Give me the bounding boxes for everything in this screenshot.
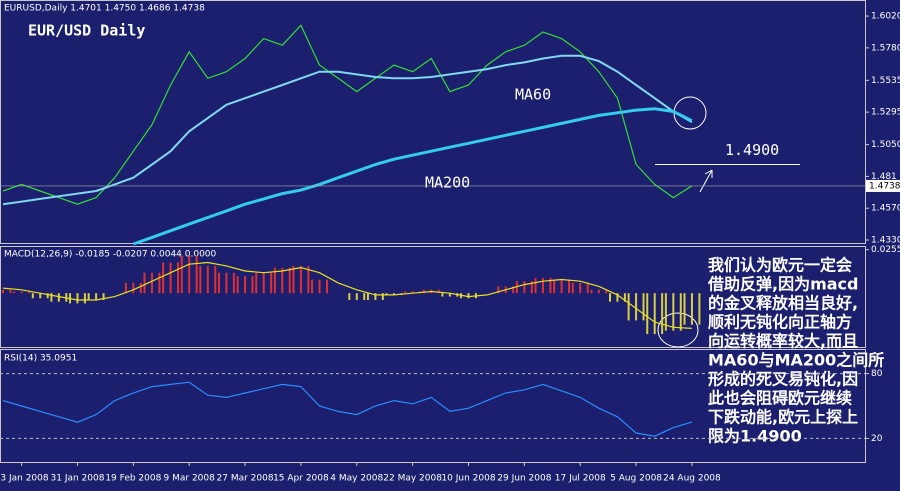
series-line	[2, 381, 693, 437]
commentary-line: 形成的死叉易钝化,因	[708, 370, 858, 389]
x-tick-label: 22 May 2008	[383, 474, 442, 484]
series-line	[132, 107, 693, 246]
x-tick-label: 29 Jun 2008	[497, 474, 551, 484]
series-line	[2, 54, 693, 206]
x-tick-label: 31 Jan 2008	[51, 474, 105, 484]
y-tick-label: 20	[871, 434, 883, 444]
panel-frames	[0, 0, 866, 463]
price-header: EURUSD,Daily 1.4701 1.4750 1.4686 1.4738	[4, 4, 205, 14]
x-tick-label: 27 Mar 2008	[217, 474, 274, 484]
series-line	[2, 24, 693, 205]
y-tick-label: 1.5050	[871, 140, 900, 150]
last-price-box	[866, 179, 900, 192]
commentary-line: 借助反弹,因为macd	[707, 275, 859, 294]
series-line	[2, 261, 692, 329]
commentary: 我们认为欧元一定会借助反弹,因为macd的金叉释放相当良好,顺利无钝化向正轴方向…	[707, 256, 884, 446]
y-tick-label: 1.5295	[871, 108, 900, 118]
target-label: 1.4900	[725, 141, 779, 159]
chart-title: EUR/USD Daily	[28, 22, 145, 40]
y-tick-label: 1.5535	[871, 76, 900, 86]
rsi-header: RSI(14) 35.0951	[4, 354, 77, 364]
commentary-line: MA60与MA200之间所	[708, 351, 884, 370]
commentary-line: 我们认为欧元一定会	[708, 256, 852, 275]
x-tick-label: 19 Feb 2008	[105, 474, 161, 484]
last-price-label: 1.4738	[869, 181, 900, 191]
y-tick-label: 1.6020	[871, 12, 900, 22]
commentary-line: 向运转概率较大,而且	[708, 332, 858, 351]
x-tick-label: 9 Mar 2008	[164, 474, 216, 484]
x-tick-label: 15 Apr 2008	[273, 474, 329, 484]
arrow	[699, 169, 713, 193]
x-tick-label: 13 Jan 2008	[0, 474, 49, 484]
y-tick-label: 1.5780	[871, 43, 900, 53]
macd-header: MACD(12,26,9) -0.0185 -0.0207 0.0044 0.0…	[4, 250, 217, 260]
y-tick-label: 0.0255	[871, 245, 900, 255]
commentary-line: 限为1.4900	[708, 427, 802, 446]
commentary-line: 下跌动能,欧元上探上	[708, 408, 858, 427]
x-tick-label: 24 Aug 2008	[663, 474, 721, 484]
x-tick-label: 10 Jun 2008	[441, 474, 495, 484]
commentary-line: 此也会阻碍欧元继续	[708, 389, 852, 408]
y-tick-label: 1.4330	[871, 236, 900, 246]
y-tick-label: 1.481	[871, 172, 897, 182]
y-tick-label: 1.4570	[871, 204, 900, 214]
x-tick-label: 17 Jul 2008	[555, 474, 606, 484]
series-label: MA60	[515, 86, 551, 104]
commentary-line: 的金叉释放相当良好,	[708, 294, 858, 313]
commentary-line: 顺利无钝化向正轴方	[708, 313, 852, 332]
x-tick-label: 4 May 2008	[330, 474, 383, 484]
y-tick-label: 80	[871, 369, 883, 379]
x-tick-label: 5 Aug 2008	[610, 474, 662, 484]
series-label: MA200	[425, 174, 470, 192]
highlight-circle	[657, 312, 699, 348]
